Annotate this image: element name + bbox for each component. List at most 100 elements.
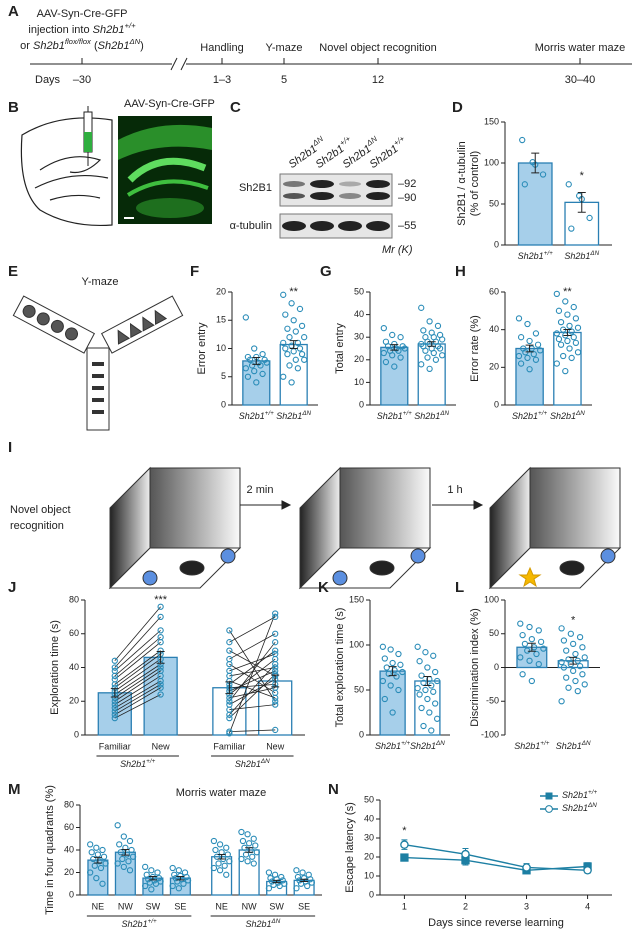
data-point <box>154 869 161 876</box>
data-point <box>100 853 108 860</box>
panel-label: C <box>230 99 241 116</box>
data-point <box>387 682 394 689</box>
pair-line <box>229 673 276 719</box>
y-tick-label: 5 <box>221 371 226 381</box>
data-point <box>579 644 586 651</box>
error-bar <box>272 879 281 884</box>
data-point <box>280 291 287 298</box>
x-tick-label: Familiar <box>99 741 131 751</box>
data-point <box>226 730 233 737</box>
pair-line <box>114 687 161 716</box>
data-point <box>381 655 388 662</box>
legend-label: Sh2b1ΔN <box>562 802 597 813</box>
data-point <box>175 867 182 874</box>
pair-line <box>114 667 161 699</box>
data-point <box>226 698 233 705</box>
pair-line <box>114 675 161 705</box>
data-point <box>87 869 94 876</box>
legend-marker <box>545 792 553 800</box>
data-point <box>267 874 274 882</box>
data-point <box>560 637 568 644</box>
pair-line <box>114 684 161 712</box>
data-point <box>576 663 584 670</box>
y-tick-label: 20 <box>216 286 226 296</box>
data-point <box>238 828 245 836</box>
data-point <box>157 639 164 646</box>
data-point <box>221 862 228 869</box>
marker <box>400 840 409 849</box>
legend-label: Sh2b1+/+ <box>562 789 597 800</box>
x-tick-label: 2 <box>463 901 468 911</box>
pair-line <box>114 606 161 662</box>
step-label: 2 min <box>247 484 274 496</box>
marker <box>583 866 592 875</box>
y-axis-label: Sh2B1 / α-tubulin <box>456 141 468 226</box>
x-axis-label: Days since reverse learning <box>428 917 564 929</box>
data-point <box>416 658 423 665</box>
data-point <box>284 325 291 332</box>
data-point <box>282 311 289 318</box>
error-bar <box>245 847 254 853</box>
data-point <box>242 314 249 321</box>
x-tick-label: SE <box>174 901 186 911</box>
pair-line <box>114 680 161 709</box>
error-bar <box>110 688 119 698</box>
x-tick-label: Sh2b1ΔN <box>556 740 591 751</box>
pair-line <box>229 678 276 705</box>
x-tick-label: New <box>266 741 285 751</box>
data-point <box>566 322 573 330</box>
data-point <box>567 630 574 637</box>
data-point <box>385 670 392 677</box>
data-point <box>436 345 444 352</box>
data-point <box>244 858 251 865</box>
panel-label: L <box>455 579 464 596</box>
data-point <box>563 647 570 654</box>
data-point <box>111 664 118 671</box>
error-bar <box>176 875 185 881</box>
y-axis-label: Error entry <box>196 322 208 374</box>
data-point <box>557 318 565 326</box>
data-point <box>521 181 528 188</box>
data-point <box>572 650 579 658</box>
data-point <box>116 841 123 848</box>
data-point <box>555 307 563 314</box>
data-point <box>515 315 523 322</box>
data-point <box>216 841 224 848</box>
y-tick-label: 0 <box>494 399 499 409</box>
pair-line <box>114 636 161 677</box>
data-point <box>128 846 135 854</box>
error-bar <box>225 681 234 695</box>
data-point <box>424 695 431 703</box>
data-point <box>558 698 565 705</box>
data-point <box>570 640 577 648</box>
data-point <box>111 698 118 705</box>
data-point <box>251 367 258 375</box>
data-point <box>568 328 575 335</box>
data-point <box>434 322 442 330</box>
data-point <box>391 667 398 674</box>
x-tick-label: NE <box>215 901 228 911</box>
data-point <box>272 610 279 617</box>
data-point <box>88 849 95 856</box>
y-tick-label: 30 <box>364 832 374 842</box>
data-point <box>99 846 106 854</box>
data-point <box>257 362 264 369</box>
y-tick-label: 80 <box>64 799 74 809</box>
data-point <box>298 350 306 358</box>
data-point <box>268 878 276 885</box>
significance: ** <box>563 286 572 298</box>
data-point <box>572 339 580 346</box>
data-point <box>114 860 121 867</box>
x-tick-label: Sh2b1+/+ <box>377 410 412 421</box>
data-point <box>432 356 440 363</box>
data-point <box>563 674 570 681</box>
data-point <box>259 370 266 378</box>
y-tick-label: 0 <box>369 889 374 899</box>
data-point <box>389 331 396 339</box>
y-tick-label: 0 <box>359 399 364 409</box>
y-tick-label: 0 <box>69 889 74 899</box>
data-point <box>272 647 279 654</box>
y-tick-label: 100 <box>484 157 499 167</box>
significance: * <box>402 825 407 837</box>
data-point <box>272 667 279 675</box>
